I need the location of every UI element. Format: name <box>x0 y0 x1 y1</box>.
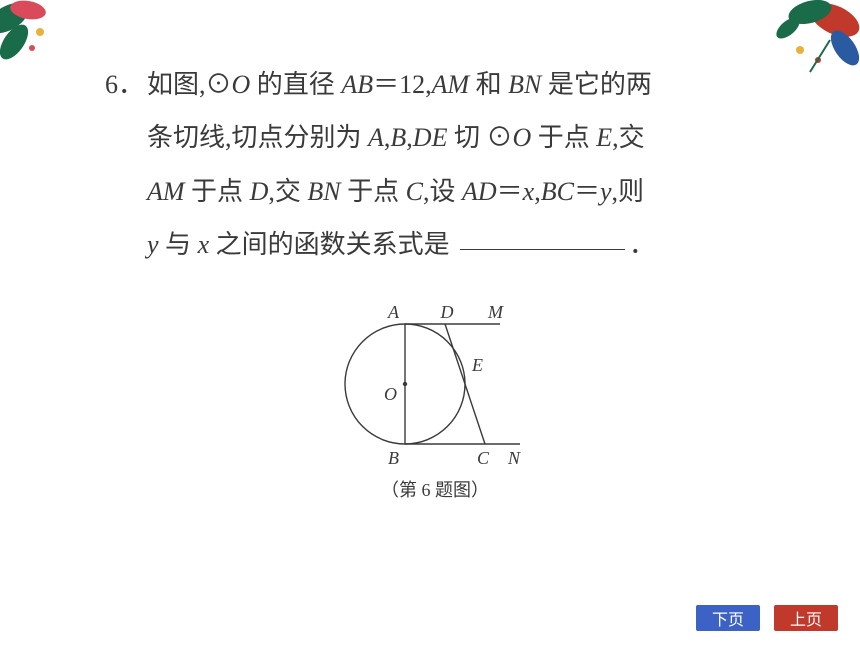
svg-text:B: B <box>388 448 399 468</box>
prev-page-button[interactable]: 上页 <box>774 605 838 631</box>
next-page-button[interactable]: 下页 <box>696 605 760 631</box>
question-line-3: AM 于点 D,交 BN 于点 C,设 AD＝x,BC＝y,则 <box>147 177 644 206</box>
question-block: 6． 如图,⊙O 的直径 AB＝12,AM 和 BN 是它的两 条切线,切点分别… <box>105 58 765 502</box>
figure-container: A D M E O B CN （第 6 题图） <box>105 299 765 502</box>
question-line-4: y 与 x 之间的函数关系式是 <box>147 230 450 259</box>
question-line-2: 条切线,切点分别为 A,B,DE 切 ⊙O 于点 E,交 <box>147 123 645 152</box>
svg-text:N: N <box>507 448 521 468</box>
nav-bar: 下页 上页 <box>696 605 838 631</box>
answer-blank <box>460 249 625 250</box>
question-text: 如图,⊙O 的直径 AB＝12,AM 和 BN 是它的两 条切线,切点分别为 A… <box>147 58 655 271</box>
decor-top-left <box>0 0 80 85</box>
question-line-1: 如图,⊙O 的直径 AB＝12,AM 和 BN 是它的两 <box>147 70 652 99</box>
svg-text:C: C <box>477 448 490 468</box>
svg-text:O: O <box>384 384 397 404</box>
svg-text:E: E <box>471 355 483 375</box>
svg-text:D: D <box>440 302 454 322</box>
question-number: 6． <box>105 58 147 111</box>
svg-text:A: A <box>387 302 400 322</box>
geometry-figure: A D M E O B CN <box>330 299 540 469</box>
figure-caption: （第 6 题图） <box>330 476 540 502</box>
svg-text:M: M <box>487 302 504 322</box>
